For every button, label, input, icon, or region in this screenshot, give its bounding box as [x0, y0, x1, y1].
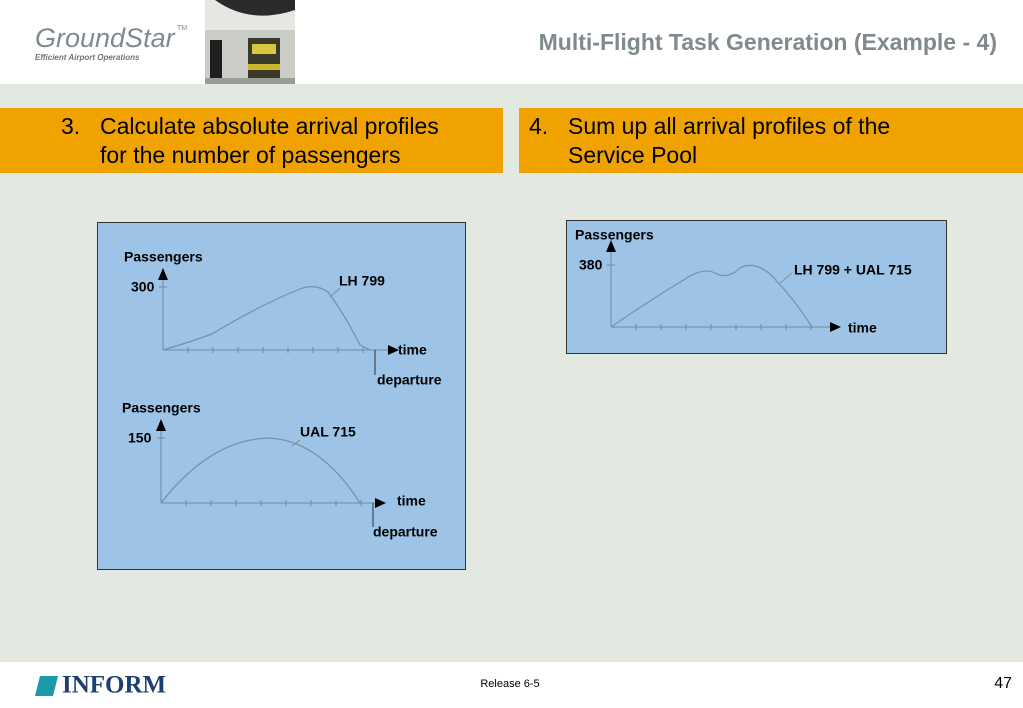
logo-tagline: Efficient Airport Operations [35, 53, 140, 62]
step-text: Service Pool [568, 142, 697, 168]
logo: GroundStar [35, 23, 176, 53]
y-axis-label: Passengers [122, 400, 201, 416]
step-number: 3. [61, 113, 80, 139]
leader-line [291, 439, 301, 447]
chart-panel [566, 220, 947, 354]
x-arrow [388, 345, 399, 355]
leader-line [779, 272, 793, 284]
series-label: UAL 715 [300, 424, 356, 440]
company-logo: INFORM [62, 672, 166, 699]
x-axis-label: time [398, 342, 427, 358]
inform-mark [35, 676, 58, 696]
y-value: 300 [131, 279, 155, 295]
profile-curve [610, 264, 813, 328]
leader-line [329, 287, 341, 298]
x-axis-label: time [848, 320, 877, 336]
series-label: LH 799 [339, 273, 385, 289]
y-arrow [156, 419, 166, 431]
series-label: LH 799 + UAL 715 [794, 262, 912, 278]
release: Release 6-5 [480, 678, 539, 690]
logo-tm: TM [177, 25, 187, 32]
x-axis-label: time [397, 493, 426, 509]
chart-panel [97, 222, 466, 570]
departure-label: departure [373, 524, 438, 540]
header-photo [205, 0, 295, 84]
departure-label: departure [377, 372, 442, 388]
y-axis-label: Passengers [124, 249, 203, 265]
step-text: Calculate absolute arrival profiles [100, 113, 439, 139]
y-arrow [158, 268, 168, 280]
y-arrow [606, 240, 616, 252]
step-number: 4. [529, 113, 548, 139]
page-number: 47 [994, 675, 1012, 692]
step-box [519, 108, 1023, 173]
x-arrow [375, 498, 386, 508]
profile-curve [162, 286, 371, 351]
profile-curve [160, 437, 361, 504]
y-value: 150 [128, 430, 152, 446]
step-box [0, 108, 503, 173]
y-axis-label: Passengers [575, 227, 654, 243]
slide-title: Multi-Flight Task Generation (Example - … [539, 29, 997, 55]
y-value: 380 [579, 257, 603, 273]
x-arrow [830, 322, 841, 332]
step-text: Sum up all arrival profiles of the [568, 113, 890, 139]
step-text: for the number of passengers [100, 142, 400, 168]
